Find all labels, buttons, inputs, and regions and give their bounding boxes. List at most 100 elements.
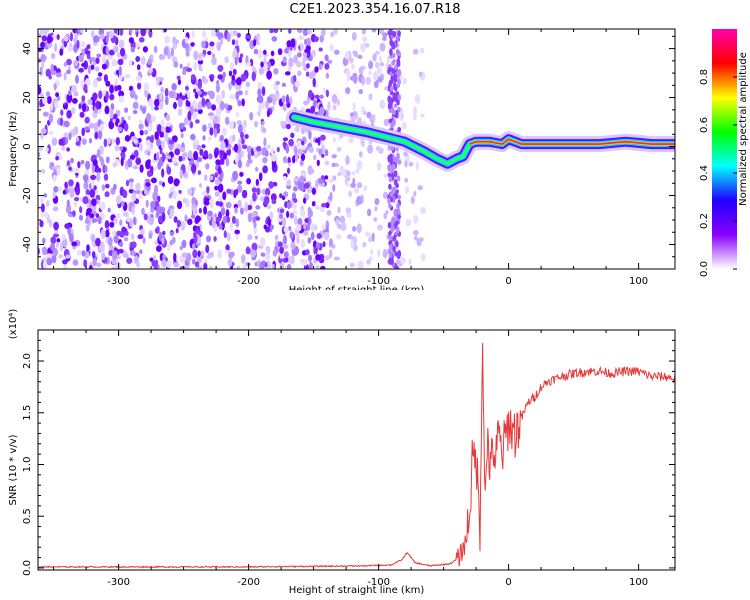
noise-blob (253, 39, 257, 47)
noise-blob (177, 98, 183, 108)
noise-blob (325, 202, 330, 209)
noise-blob (420, 237, 424, 242)
x-tick-label: -100 (367, 276, 390, 287)
noise-blob (420, 206, 426, 214)
noise-blob (394, 251, 399, 256)
noise-blob (215, 159, 221, 166)
noise-blob (237, 199, 242, 208)
noise-blob (395, 156, 400, 162)
noise-blob (419, 47, 425, 54)
noise-blob (111, 258, 117, 265)
noise-blob (125, 179, 130, 187)
noise-blob (363, 185, 368, 192)
y-axis-label: Frequency (Hz) (8, 111, 19, 187)
noise-blob (161, 152, 166, 163)
noise-blob (366, 208, 372, 217)
noise-blob (77, 161, 81, 169)
noise-blob (379, 42, 386, 52)
noise-blob (178, 189, 182, 194)
noise-blob (290, 38, 296, 48)
noise-blob (274, 234, 279, 241)
noise-blob (260, 61, 264, 68)
noise-blob (113, 29, 118, 34)
noise-blob (115, 137, 121, 146)
noise-blob (318, 178, 325, 184)
noise-blob (78, 67, 84, 73)
noise-blob (241, 98, 245, 107)
noise-blob (107, 207, 111, 213)
noise-blob (314, 66, 319, 73)
noise-blob (104, 165, 108, 173)
noise-blob (84, 219, 90, 225)
noise-blob (74, 32, 79, 40)
noise-blob (63, 62, 68, 67)
noise-blob (46, 253, 53, 258)
noise-blob (349, 112, 355, 117)
noise-blob (113, 217, 118, 225)
noise-blob (181, 252, 188, 258)
noise-blob (373, 80, 379, 89)
noise-blob (214, 213, 217, 219)
noise-blob (96, 149, 101, 155)
noise-blob (43, 29, 48, 37)
noise-blob (141, 106, 146, 114)
noise-blob (352, 244, 358, 252)
noise-blob (393, 73, 398, 81)
noise-blob (253, 226, 257, 235)
noise-blob (224, 116, 230, 126)
noise-blob (95, 57, 100, 64)
noise-blob (221, 89, 225, 99)
noise-blob (83, 83, 88, 92)
noise-blob (270, 152, 277, 162)
noise-blob (357, 260, 364, 269)
noise-blob (262, 156, 268, 164)
noise-blob (302, 29, 309, 36)
noise-blob (203, 91, 208, 96)
noise-blob (211, 29, 215, 37)
noise-blob (229, 222, 233, 231)
noise-blob (266, 109, 270, 118)
noise-blob (235, 111, 239, 118)
noise-blob (279, 253, 283, 259)
noise-blob (156, 210, 160, 217)
noise-blob (221, 127, 228, 136)
noise-blob (145, 112, 152, 122)
noise-blob (226, 188, 232, 194)
snr-series-line (38, 342, 675, 569)
noise-blob (236, 265, 241, 269)
noise-blob (108, 49, 115, 56)
noise-blob (62, 234, 66, 241)
noise-blob (295, 224, 302, 232)
noise-blob (344, 51, 350, 60)
noise-blob (367, 144, 374, 154)
noise-blob (257, 88, 262, 96)
noise-blob (116, 212, 121, 219)
noise-blob (55, 68, 61, 75)
noise-blob (235, 188, 239, 196)
noise-blob (111, 230, 116, 237)
noise-blob (244, 134, 249, 139)
noise-blob (139, 164, 144, 173)
noise-blob (118, 95, 124, 103)
noise-blob (401, 121, 407, 130)
noise-blob (156, 124, 162, 134)
noise-blob (239, 171, 244, 177)
noise-blob (215, 107, 222, 117)
noise-blob (396, 175, 401, 182)
noise-blob (302, 144, 307, 151)
noise-blob (111, 250, 118, 260)
noise-blob (368, 93, 373, 101)
noise-blob (237, 123, 243, 134)
noise-blob (231, 39, 236, 46)
noise-blob (54, 101, 59, 108)
noise-blob (127, 115, 131, 121)
noise-blob (282, 137, 289, 142)
noise-blob (283, 175, 287, 181)
noise-blob (193, 50, 199, 61)
noise-blob (285, 94, 290, 105)
noise-blob (92, 257, 97, 266)
noise-blob (46, 144, 51, 154)
noise-blob (226, 216, 231, 223)
noise-blob (390, 97, 395, 103)
noise-blob (229, 31, 234, 38)
